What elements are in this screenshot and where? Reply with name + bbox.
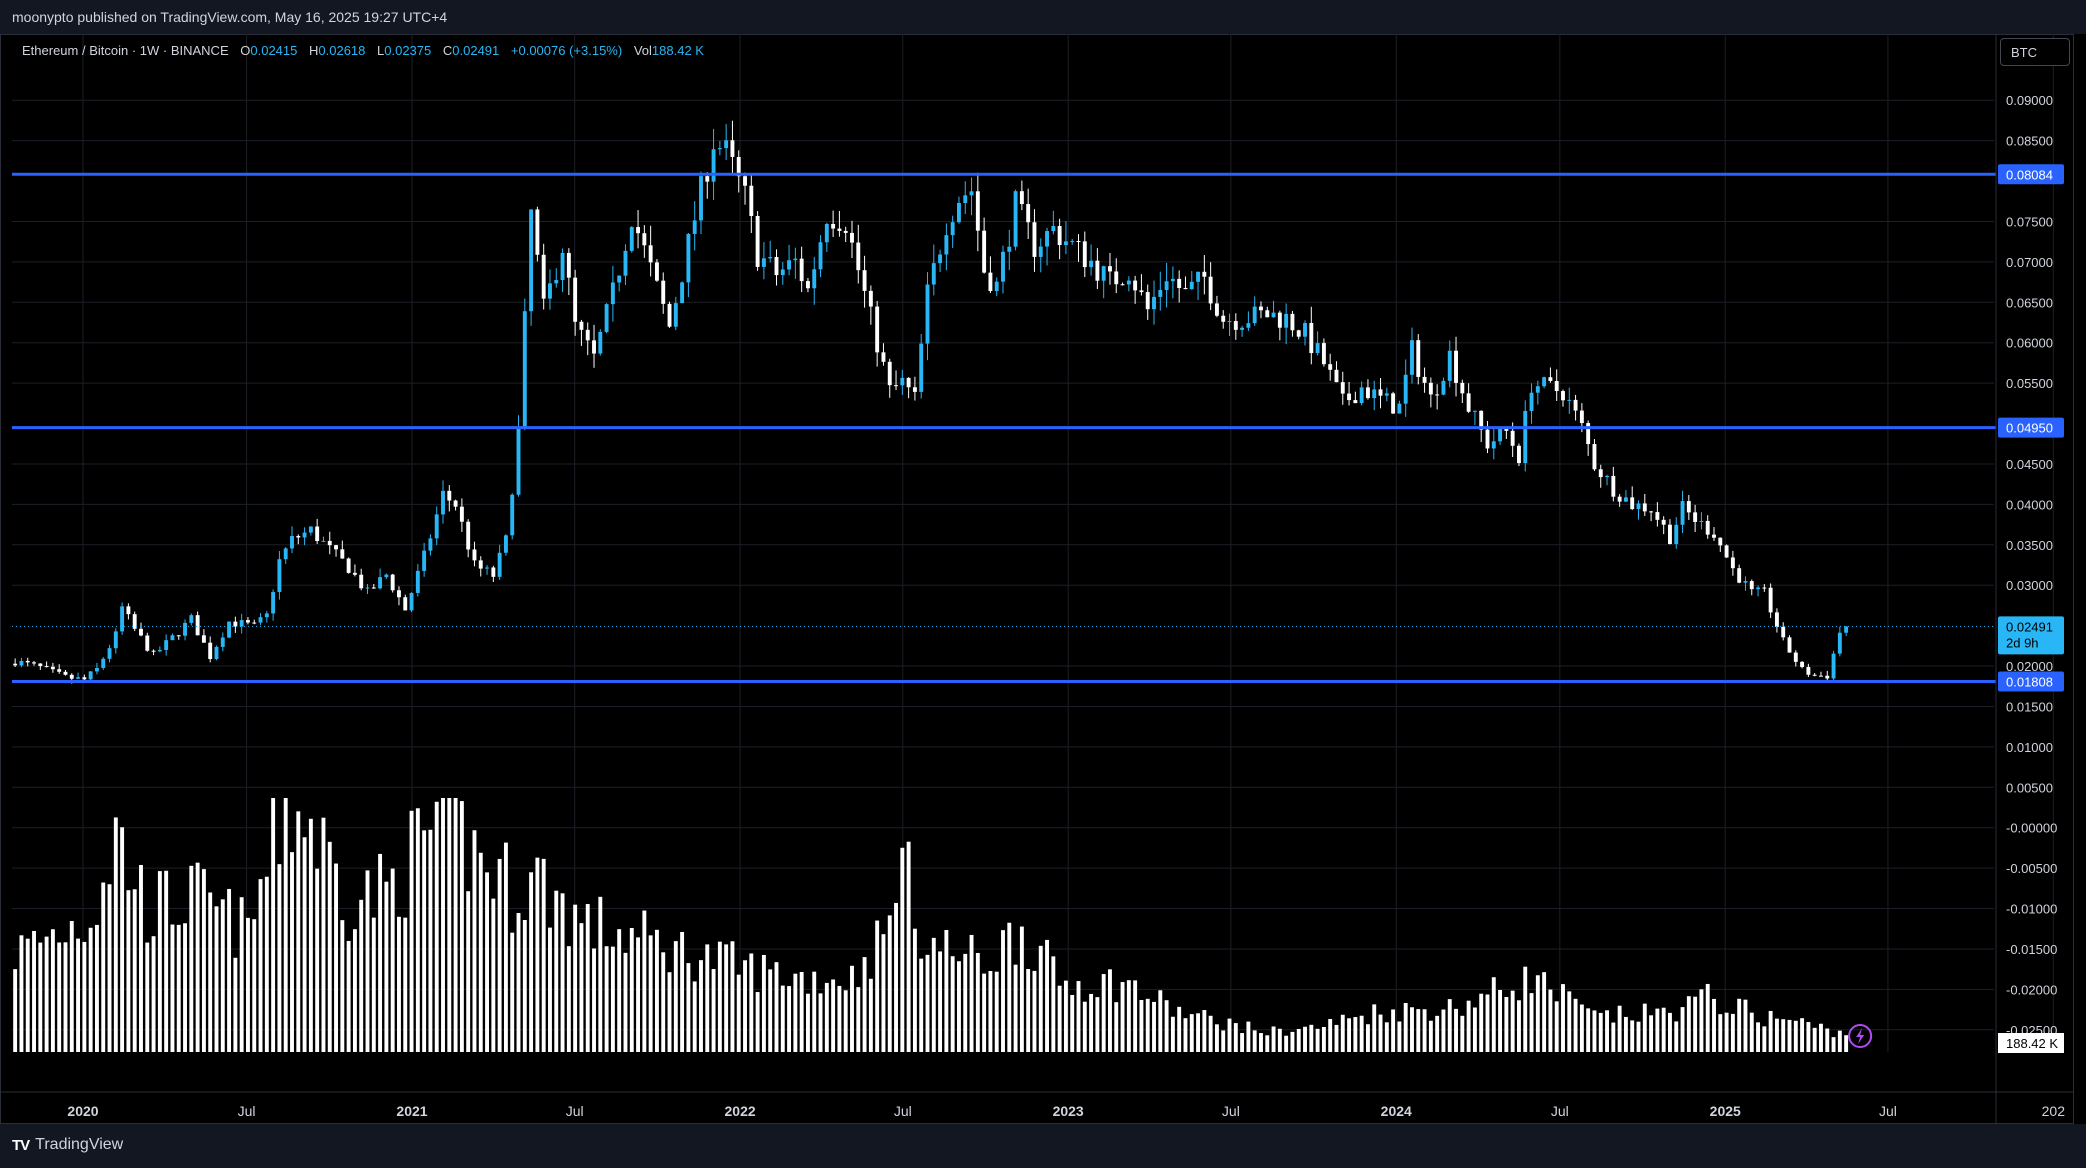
high-label: H — [309, 43, 319, 58]
symbol-title[interactable]: Ethereum / Bitcoin · 1W · BINANCE — [22, 43, 229, 58]
open-label: O — [240, 43, 251, 58]
volume-label: Vol — [633, 43, 652, 58]
brand-name: TradingView — [35, 1136, 124, 1153]
publisher-bar: moonypto published on TradingView.com, M… — [0, 0, 2086, 34]
volume-value: 188.42 K — [651, 43, 704, 58]
tradingview-icon: TV — [12, 1136, 30, 1154]
change-value: +0.00076 (+3.15%) — [510, 43, 623, 58]
open-value: 0.02415 — [250, 43, 298, 58]
low-value: 0.02375 — [384, 43, 432, 58]
tradingview-logo[interactable]: TV TradingView — [12, 1136, 123, 1154]
currency-button[interactable]: BTC — [2000, 38, 2070, 66]
low-label: L — [377, 43, 385, 58]
chart-legend: Ethereum / Bitcoin · 1W · BINANCE O0.024… — [22, 42, 712, 60]
close-label: C — [442, 43, 453, 58]
close-value: 0.02491 — [452, 43, 500, 58]
chart-frame — [0, 34, 2074, 1124]
high-value: 0.02618 — [318, 43, 366, 58]
publisher-text: moonypto published on TradingView.com, M… — [12, 9, 448, 25]
footer: TV TradingView — [0, 1124, 2086, 1168]
